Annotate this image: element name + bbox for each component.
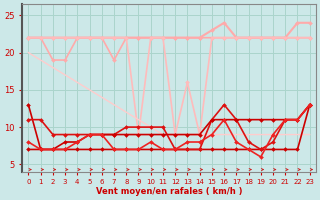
X-axis label: Vent moyen/en rafales ( km/h ): Vent moyen/en rafales ( km/h ) — [96, 187, 242, 196]
